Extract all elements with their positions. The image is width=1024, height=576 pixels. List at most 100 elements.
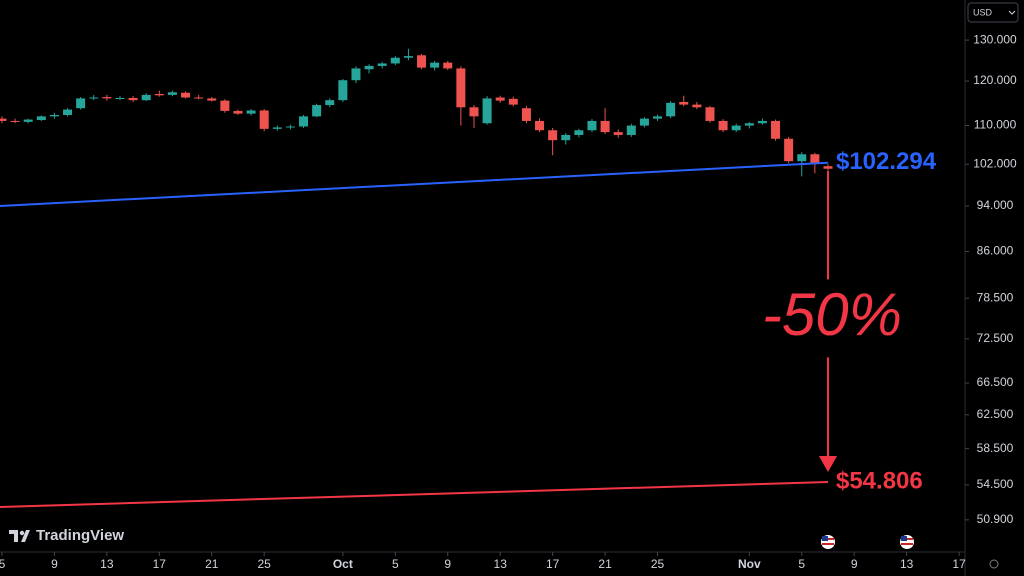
candle-body [574,130,584,135]
y-tick-label: 102.000 [973,156,1017,170]
y-tick-label: 120.000 [973,73,1017,87]
y-tick-label: 78.500 [977,290,1014,304]
arrow-head [818,456,837,473]
event-flag[interactable] [900,535,914,549]
settings-icon[interactable] [989,559,999,569]
trend-line [0,481,829,508]
candle-body [456,68,466,108]
dropdown-icon [1008,10,1016,15]
candle-body [757,120,767,124]
candle-body [102,97,112,99]
candle-body [36,116,46,121]
x-tick-label: 25 [651,557,665,571]
axes: 130.000 120.000 110.000 102.000 94.000 86.000… [0,32,1017,571]
candle-body [587,120,597,131]
candle-body [692,104,702,108]
candle-body [810,154,820,164]
candle-body [115,97,125,99]
candle-body [63,109,73,115]
trend-line [0,161,829,207]
y-tick-label: 58.500 [977,441,1014,455]
candle-body [220,100,230,111]
x-tick-label: 17 [952,557,966,571]
candle-body [10,120,20,122]
candle-body [272,127,282,129]
candle-body [521,108,531,121]
candle-body [194,97,204,99]
candle-body [417,55,427,68]
flag-stripe [822,543,834,545]
line-end-label: $54.806 [836,467,923,494]
candle-body [23,119,33,122]
currency: USD [973,7,993,17]
logo-dot [19,530,25,536]
candle-body [613,132,623,135]
candle-body [285,126,295,128]
y-tick-label: 130.000 [973,32,1017,46]
candle-body [377,63,387,66]
logo-icon [9,530,30,542]
candle-body [351,68,361,81]
candle-body [718,120,728,131]
candle-body [233,110,243,114]
y-tick-label: 110.000 [974,118,1017,132]
x-tick-label: 21 [598,557,612,571]
x-tick-label: 9 [851,557,858,571]
x-tick-label: 5 [392,557,399,571]
candle-body [535,120,545,131]
x-tick-label: 13 [900,557,914,571]
candle-body [797,154,807,162]
candle-body [154,94,164,96]
candle-body [141,94,151,101]
y-tick-label: 62.500 [977,407,1014,421]
candle-body [784,138,794,162]
candle-body [639,118,649,126]
candle-body [246,110,256,114]
candle-body [299,116,309,127]
y-tick-label: 86.000 [977,244,1014,258]
candle-body [626,125,636,135]
candle-body [364,65,374,70]
candle-body [325,100,335,106]
candle-body [181,92,191,98]
candle-body [705,107,715,121]
y-tick-label: 66.500 [977,375,1014,389]
x-tick-label: 5 [798,557,805,571]
candle-body [744,123,754,126]
candle-body [548,130,558,141]
candle-body [49,114,59,117]
x-tick-label: 13 [100,557,114,571]
y-tick-label: 54.500 [977,477,1014,491]
candle-body [207,98,217,101]
x-tick-label: 5 [0,557,6,571]
candle-body [259,110,269,129]
candle-body [823,166,833,169]
x-tick-label: Nov [738,557,761,571]
y-tick-label: 72.500 [977,331,1014,345]
candle-body [495,97,505,101]
candle-body [128,97,138,101]
candle-body [338,80,348,101]
candle-body [443,62,453,69]
x-tick-label: 17 [153,557,167,571]
currency-box[interactable] [967,2,1019,23]
brand-name: TradingView [36,527,124,544]
candle-body [666,102,676,117]
candle-body [167,92,177,95]
candle-body [653,116,663,119]
candle-body [76,98,86,109]
candle-body [600,120,610,133]
flag-canton [822,536,828,541]
candle-body [89,97,99,99]
candle-body [0,118,7,121]
y-tick-label: 50.900 [977,512,1014,526]
candle-body [771,120,781,139]
x-tick-label: 25 [258,557,272,571]
candle-body [731,125,741,131]
event-flag[interactable] [821,535,835,549]
candle-body [403,56,413,58]
x-tick-label: 21 [205,557,219,571]
x-tick-label: Oct [333,557,353,571]
